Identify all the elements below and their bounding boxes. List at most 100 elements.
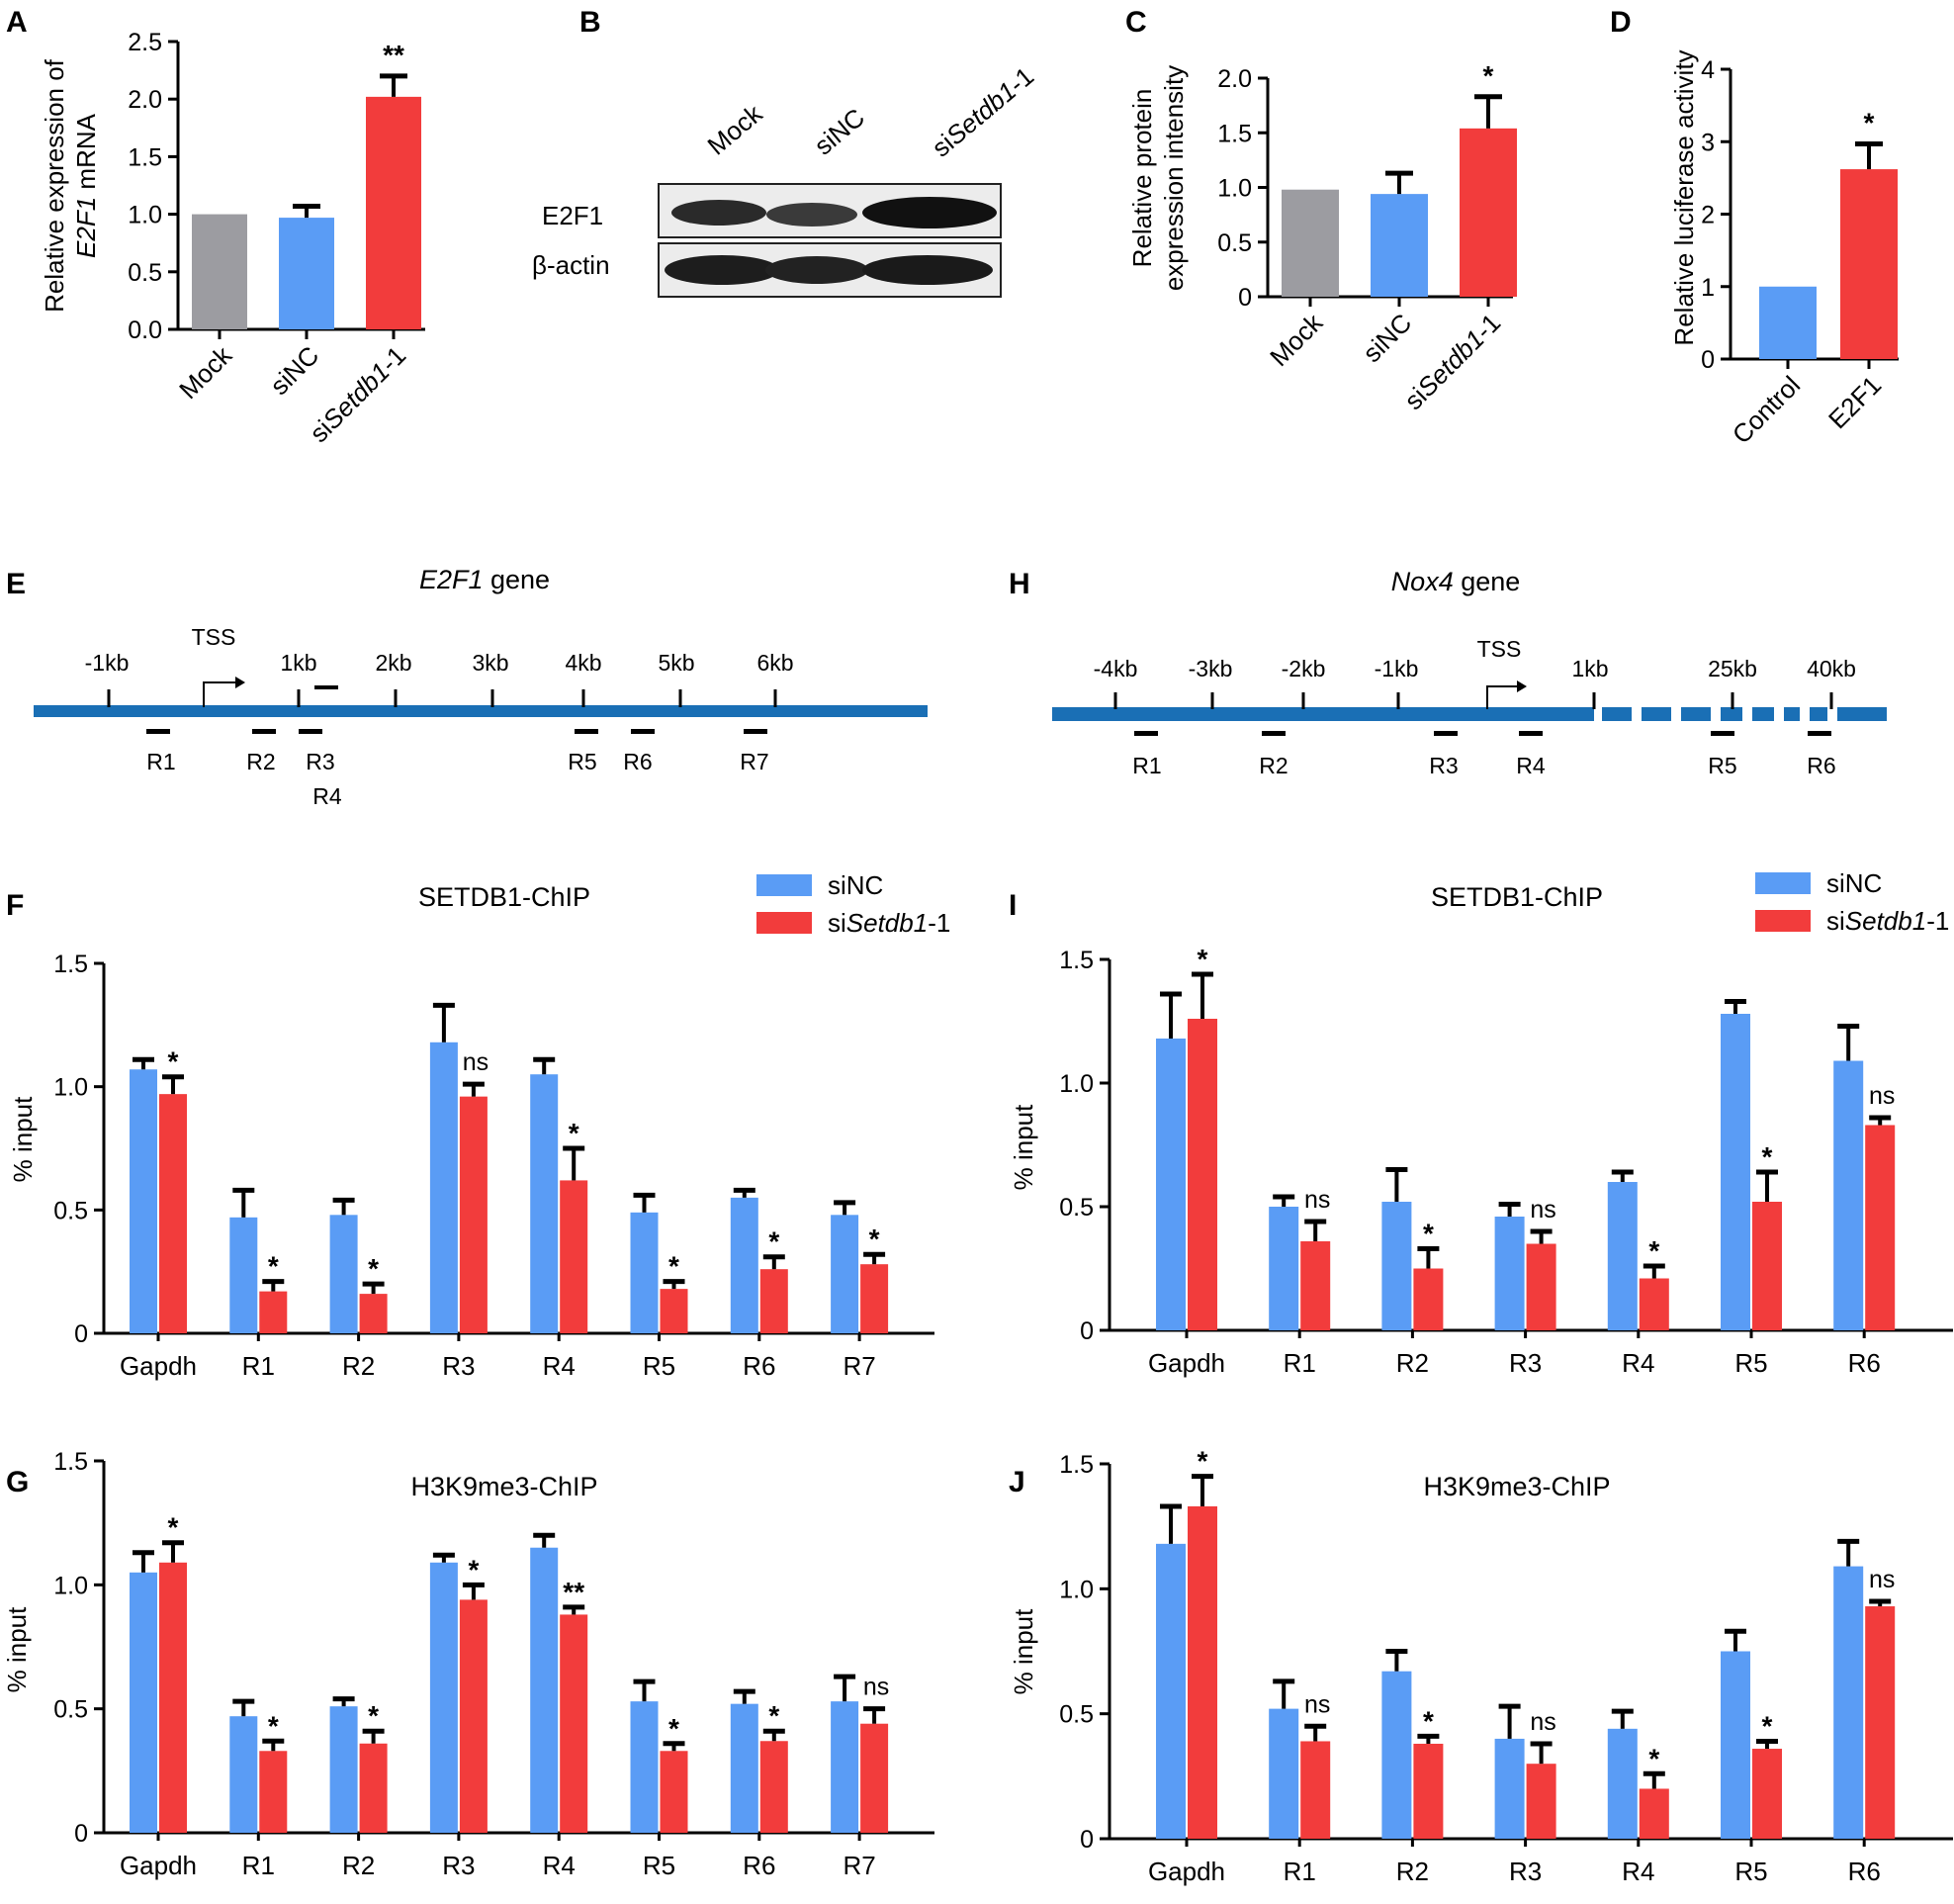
svg-text:R6: R6 [1807,753,1835,778]
x-label-r2: R2 [342,1851,375,1880]
x-label-gapdh: Gapdh [120,1351,197,1381]
svg-text:TSS: TSS [192,624,236,650]
significance-mark: * [1423,1219,1434,1249]
bar-r2-sisetdb1 [359,1294,388,1333]
bar-r1-sisetdb1 [1300,1241,1331,1330]
legend: siNC siSetdb1-1 [756,870,950,938]
svg-text:R1: R1 [1132,753,1161,778]
bar-r3-sisetdb1 [1526,1243,1556,1330]
y-tick-label: 1.0 [1059,1070,1094,1098]
x-label-gapdh: Gapdh [1148,1857,1225,1886]
significance-mark: * [268,1710,279,1741]
svg-text:R5: R5 [568,749,596,774]
y-tick-label: 0.5 [53,1696,88,1724]
bar-mock [1282,189,1339,297]
x-label-r1: R1 [1284,1348,1316,1378]
x-label-r7: R7 [843,1351,875,1381]
x-label-r3: R3 [442,1851,475,1880]
e2f1-region-r2: R2 [246,729,276,774]
y-tick-label: 0 [74,1820,88,1848]
bar-r2-sinc [1381,1671,1412,1839]
bar-e2f1 [1840,169,1898,359]
panel-label-a: A [6,6,28,39]
x-label-r1: R1 [1284,1857,1316,1886]
bar-r4-sinc [1607,1182,1638,1330]
significance-mark: * [1648,1743,1659,1773]
bar-r6-sinc [1833,1060,1864,1330]
significance-mark: ns [1869,1082,1895,1110]
significance-mark: ns [1530,1708,1555,1736]
bar-r6-sisetdb1 [1865,1606,1896,1839]
y-axis-label: % input [1009,1608,1038,1694]
bar-gapdh-sinc [1156,1543,1186,1839]
svg-text:-1kb: -1kb [85,650,130,676]
y-tick-label: 1.0 [128,202,162,229]
significance-mark: * [1423,1705,1434,1736]
blot-lane-mock: Mock [702,98,769,161]
chart-a: 0.0 0.5 1.0 1.5 2.0 2.5 Mock siNC ** siSetdb1-1 Re… [40,29,425,448]
y-axis-label: % input [8,1096,38,1182]
bar-r4-sisetdb1 [560,1614,588,1833]
nox4-gene-map: Nox4 gene -4kb -3kb -2kb -1kb 1kb 25kb 4… [1052,567,1887,778]
bar-mock [192,214,247,329]
significance-mark: * [368,1253,379,1284]
bar-r2-sinc [329,1706,358,1833]
y-tick-label: 0 [1080,1317,1094,1345]
panel-label-d: D [1610,6,1632,39]
significance-mark: ns [1869,1566,1895,1593]
bar-r2-sisetdb1 [359,1743,388,1833]
legend-swatch-sisetdb1 [756,912,812,934]
nox4-region-r6: R6 [1807,731,1836,778]
y-tick-label: 0 [1701,346,1715,374]
panel-label-j: J [1009,1466,1025,1498]
significance-mark: * [569,1118,579,1148]
bar-r6-sinc [730,1703,758,1833]
bar-r6-sisetdb1 [759,1741,788,1833]
significance-mark: ns [1304,1186,1330,1214]
x-label-r6: R6 [1848,1348,1881,1378]
svg-text:1kb: 1kb [1571,656,1608,681]
x-label-r3: R3 [1509,1857,1542,1886]
panel-label-b: B [579,6,601,39]
significance-mark: * [468,1554,479,1585]
legend-label-sinc: siNC [828,870,883,900]
legend-label-sisetdb1: siSetdb1-1 [1826,906,1949,936]
blot-band-actin-sisetdb1 [862,255,993,285]
x-label-r6: R6 [1848,1857,1881,1886]
y-tick-label: 0.5 [1217,229,1252,257]
panel-label-f: F [6,889,24,922]
y-tick-label: 1.0 [53,1074,88,1102]
significance-mark: * [1648,1235,1659,1266]
nox4-tick-neg3: -3kb [1189,656,1232,709]
bar-r3-sisetdb1 [1526,1764,1556,1839]
e2f1-tick-5kb: 5kb [658,650,695,707]
y-tick-label: 0 [74,1320,88,1348]
significance-mark: * [768,1700,779,1731]
x-label-r4: R4 [543,1851,576,1880]
e2f1-extra-marker [314,685,338,689]
y-axis-label: Relative expression ofE2F1 mRNA [40,58,101,313]
significance-mark: ns [863,1674,889,1701]
y-tick-label: 1.5 [53,951,88,978]
legend: siNC siSetdb1-1 [1755,868,1949,936]
y-tick-label: 1.0 [1059,1576,1094,1603]
x-label-r3: R3 [442,1351,475,1381]
y-tick-label: 0 [1238,284,1252,312]
bar-r2-sisetdb1 [1413,1743,1444,1839]
svg-text:R3: R3 [306,749,334,774]
bar-r7-sisetdb1 [860,1723,889,1833]
x-label-r3: R3 [1509,1348,1542,1378]
legend-swatch-sinc [756,874,812,896]
significance-mark: * [869,1224,880,1254]
nox4-tick-25kb: 25kb [1708,656,1757,709]
y-axis-label: Relative proteinexpression intensity [1127,65,1189,291]
svg-text:TSS: TSS [1477,636,1522,662]
x-label-r5: R5 [1734,1348,1767,1378]
bar-gapdh-sisetdb1 [1188,1019,1217,1330]
significance-mark: * [768,1226,779,1257]
bar-sisetdb1-1 [1460,128,1517,297]
chart-title: H3K9me3-ChIP [1423,1472,1610,1501]
blot-lane-sinc: siNC [809,102,870,160]
blot-band-e2f1-sisetdb1 [862,197,997,228]
